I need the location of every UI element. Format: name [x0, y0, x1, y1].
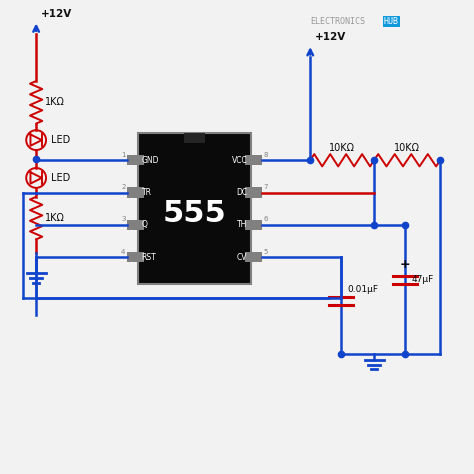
Bar — [245, 252, 262, 262]
Text: Q: Q — [142, 220, 147, 229]
Text: 5: 5 — [264, 249, 268, 255]
Text: +12V: +12V — [41, 9, 72, 18]
Bar — [183, 133, 205, 144]
Text: HUB: HUB — [383, 18, 399, 27]
Text: 555: 555 — [163, 199, 227, 228]
Text: 7: 7 — [264, 184, 268, 190]
Text: +12V: +12V — [315, 32, 346, 42]
Text: 1KΩ: 1KΩ — [45, 213, 64, 223]
Text: LED: LED — [51, 173, 70, 183]
Text: GND: GND — [142, 156, 159, 165]
Text: 2: 2 — [121, 184, 126, 190]
Bar — [138, 133, 251, 284]
Text: 47μF: 47μF — [411, 275, 434, 284]
Bar — [128, 252, 144, 262]
Text: CV: CV — [237, 253, 247, 262]
Text: VCC: VCC — [232, 156, 247, 165]
Text: 10KΩ: 10KΩ — [329, 143, 355, 153]
Text: DC: DC — [236, 188, 247, 197]
Text: +: + — [400, 258, 410, 271]
Text: LED: LED — [51, 135, 70, 145]
Text: RST: RST — [142, 253, 156, 262]
Text: TH: TH — [237, 220, 247, 229]
Text: 0.01μF: 0.01μF — [347, 285, 379, 294]
Bar — [128, 155, 144, 165]
Bar — [245, 155, 262, 165]
Bar — [128, 187, 144, 198]
Text: 1KΩ: 1KΩ — [45, 97, 64, 107]
Text: 4: 4 — [121, 249, 126, 255]
Text: 10KΩ: 10KΩ — [394, 143, 420, 153]
Bar — [245, 219, 262, 230]
Bar — [128, 219, 144, 230]
Text: 6: 6 — [264, 217, 268, 222]
Text: 8: 8 — [264, 152, 268, 158]
Text: 3: 3 — [121, 217, 126, 222]
Text: ELECTRONICS: ELECTRONICS — [310, 18, 365, 27]
Text: TR: TR — [142, 188, 152, 197]
Bar — [245, 187, 262, 198]
Text: 1: 1 — [121, 152, 126, 158]
